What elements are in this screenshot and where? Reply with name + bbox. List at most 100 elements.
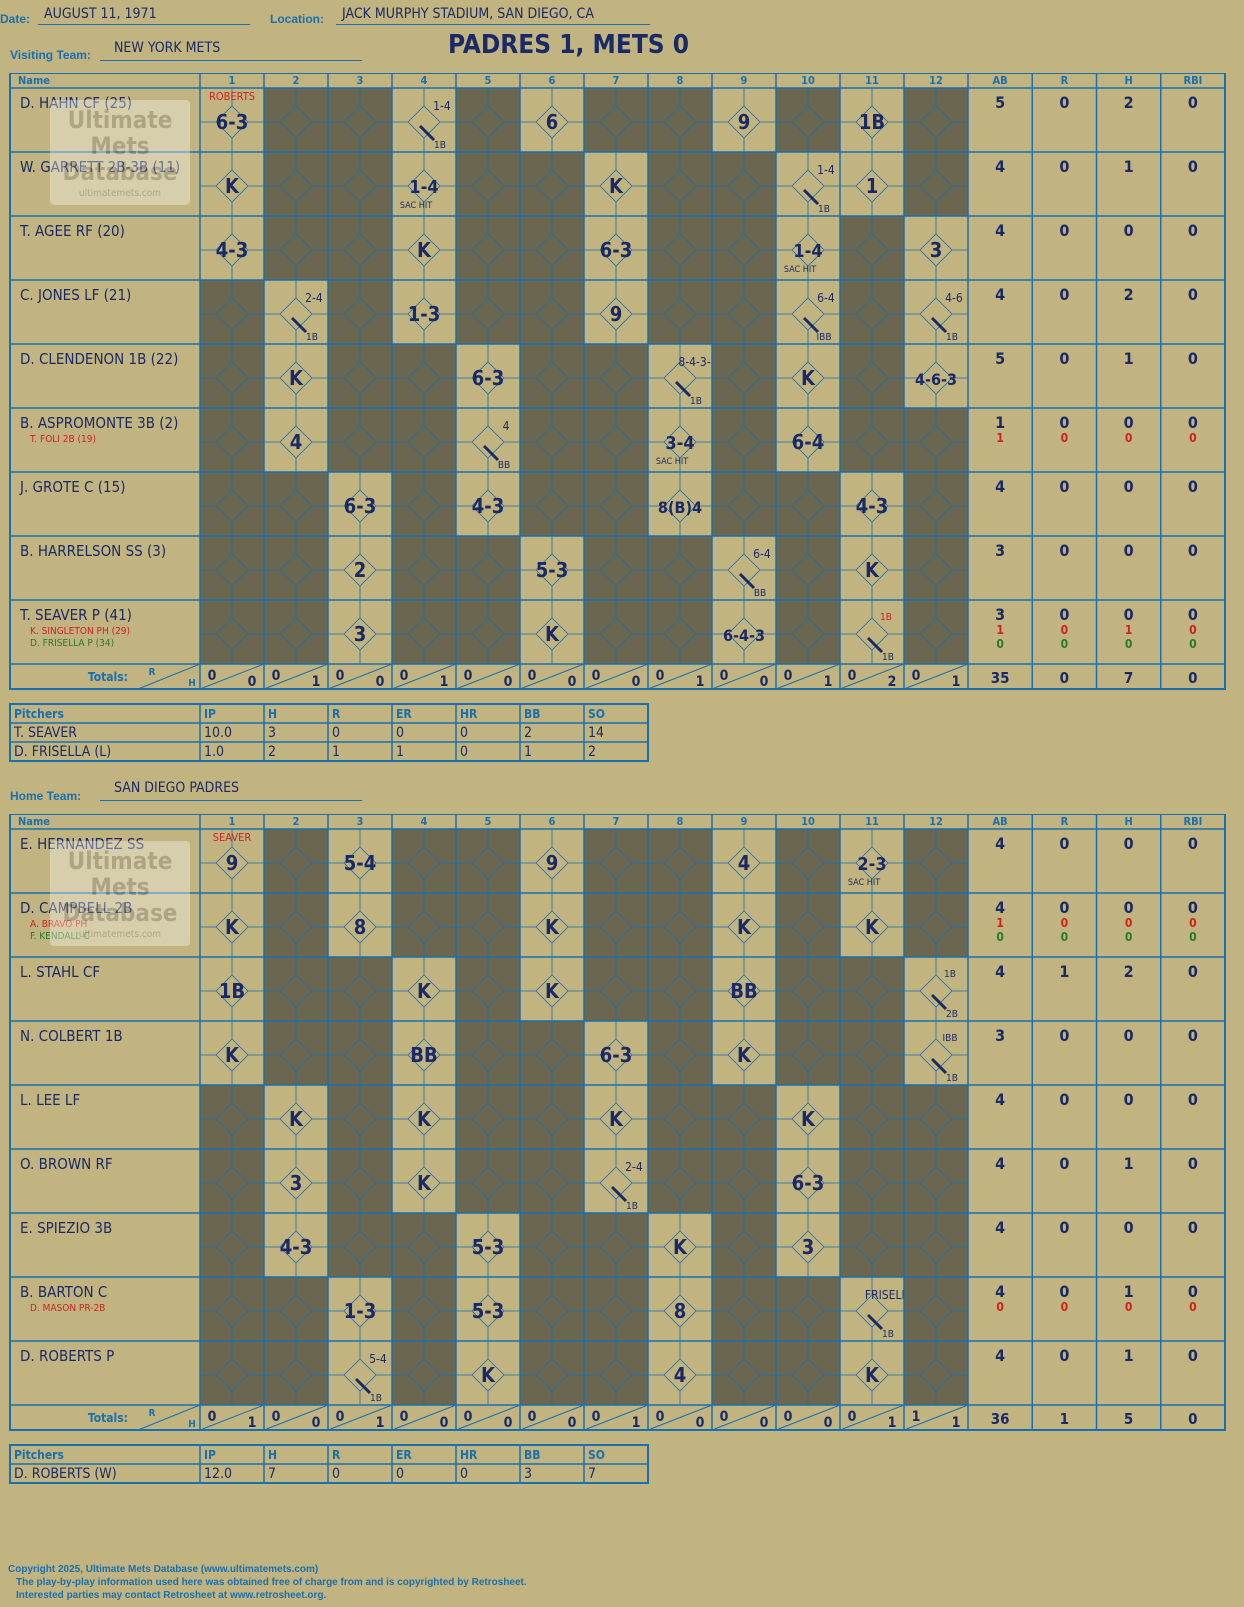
stat-value: 0 [1059,1218,1069,1237]
pitcher-stat: 14 [588,725,604,741]
play-mark: K [289,366,304,390]
hit-type: 1B [882,1329,894,1340]
totals-divider [775,1404,841,1431]
stat-value: 0 [1188,477,1198,496]
stat-value: 0 [1059,157,1069,176]
play-mark: 1B [219,979,245,1003]
hit-type: 1B [882,652,894,663]
inning-header-4: 4 [421,815,428,828]
stat-value: 4 [995,962,1005,981]
stat-value: 0 [1188,93,1198,112]
play-mark: 3 [930,238,943,262]
copyright-line: Copyright 2025, Ultimate Mets Database (… [8,1564,319,1575]
stat-value: 0 [1061,1300,1069,1314]
name-column-header: Name [18,815,50,828]
batter-name: B. ASPROMONTE 3B (2) [20,414,178,432]
play-mark: 4-3 [280,1235,313,1259]
advance-note: 1-4 [817,163,835,177]
inning-header-8: 8 [677,815,684,828]
stat-value: 1 [1124,1346,1134,1365]
hit-line [866,636,884,654]
stat-total: 5 [1124,1410,1133,1428]
play-mark: BB [730,979,757,1003]
play-mark: 1-4 [793,241,822,262]
inning-header-5: 5 [485,74,492,87]
totals-divider [839,1404,905,1431]
play-mark: 4 [290,430,303,454]
stat-value: 0 [1125,916,1133,930]
hit-line [802,316,820,334]
advance-note: 5-4 [369,1352,387,1366]
play-mark: 3-4 [665,433,694,454]
stat-value: 0 [1188,1154,1198,1173]
stat-total: 0 [1188,669,1197,687]
inning-runs: 0 [848,1409,857,1425]
play-mark: K [737,915,752,939]
inning-hits: 1 [888,1415,897,1431]
stat-header-ab: AB [993,74,1008,87]
play-mark: K [225,915,240,939]
stat-header-h: H [1124,815,1132,828]
stat-value: 0 [1059,1154,1069,1173]
play-mark: 4 [738,851,751,875]
hits-label: H [188,1419,196,1430]
pitcher-stat: 0 [460,744,468,760]
totals-divider [391,1404,457,1431]
hit-line [610,1185,628,1203]
pitcher-stat: 2 [524,725,532,741]
play-mark: 5-3 [472,1299,505,1323]
watermark-line: Mets [90,132,149,160]
play-mark: K [801,366,816,390]
stat-value: 0 [1188,898,1198,917]
advance-note: FRISELLA [865,1288,916,1302]
advance-note: 1B [880,612,892,623]
hit-line [866,1313,884,1331]
inning-header-2: 2 [293,74,300,87]
stat-value: 0 [1188,1090,1198,1109]
inning-header-3: 3 [357,815,364,828]
inning-runs: 1 [912,1409,921,1425]
pitcher-name: D. ROBERTS (W) [14,1466,117,1482]
stat-value: 0 [1125,637,1133,651]
stat-value: 0 [1061,930,1069,944]
watermark-line: Ultimate [68,106,173,134]
play-note: SAC HIT [656,457,688,467]
pitcher-header-hr: HR [460,1448,478,1462]
inning-runs: 0 [848,668,857,684]
inning-header-9: 9 [741,74,748,87]
totals-label: Totals: [88,1411,128,1425]
inning-hits: 0 [824,1415,833,1431]
hit-type: 1B [946,332,958,343]
inning-header-12: 12 [929,74,943,87]
totals-divider [903,663,969,690]
inning-header-11: 11 [865,74,879,87]
inning-header-1: 1 [229,74,236,87]
opposing-pitcher-note: SEAVER [213,831,252,844]
stat-value: 1 [996,431,1004,445]
batter-name: C. JONES LF (21) [20,286,131,304]
inning-header-7: 7 [613,815,620,828]
inning-header-2: 2 [293,815,300,828]
stat-value: 0 [1061,916,1069,930]
pitcher-header-er: ER [396,1448,412,1462]
play-mark: 6-3 [792,1171,825,1195]
play-mark: K [481,1363,496,1387]
totals-divider [137,663,201,690]
play-mark: 9 [226,851,239,875]
stat-value: 1 [1124,349,1134,368]
stat-header-ab: AB [993,815,1008,828]
play-mark: 4-6-3 [915,370,957,389]
stat-header-r: R [1061,815,1069,828]
inning-hits: 0 [504,674,513,690]
totals-divider [199,1404,265,1431]
inning-runs: 0 [720,668,729,684]
hit-line [930,993,948,1011]
stat-value: 4 [995,1218,1005,1237]
stat-value: 0 [1124,541,1134,560]
stat-header-h: H [1124,74,1132,87]
pitcher-stat: 1 [524,744,532,760]
inning-hits: 0 [248,674,257,690]
inning-runs: 0 [208,668,217,684]
location-label: Location: [270,12,324,26]
